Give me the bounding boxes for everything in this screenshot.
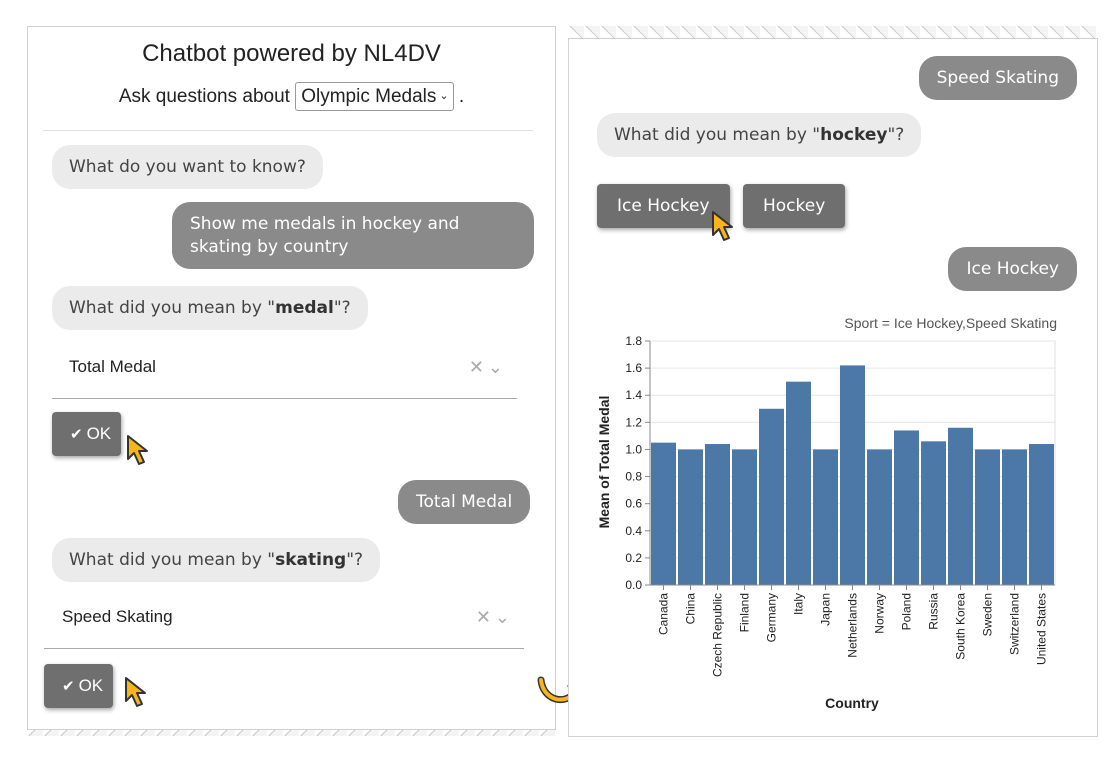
chevron-down-icon[interactable]: ⌄ — [494, 607, 514, 627]
dataset-prompt-period: . — [458, 86, 465, 107]
select-controls: ✕⌄ — [476, 607, 514, 628]
bot-message-medal-question: What did you mean by "medal"? — [52, 286, 368, 330]
bar-netherlands — [840, 365, 865, 585]
x-tick-label: South Korea — [954, 593, 968, 660]
question-text-end: "? — [887, 125, 905, 145]
bot-message-skating-question: What did you mean by "skating"? — [52, 538, 381, 582]
choice-ice-hockey-button[interactable]: Ice Hockey — [597, 184, 730, 228]
x-axis-title: Country — [825, 695, 879, 711]
user-message-query: Show me medals in hockey and skating by … — [172, 202, 534, 269]
x-tick-label: Poland — [900, 593, 914, 630]
y-tick-label: 1.2 — [625, 415, 642, 429]
clear-icon[interactable]: ✕ — [475, 607, 495, 627]
ok-button[interactable]: ✔ OK — [44, 664, 114, 708]
ok-button-label: OK — [78, 676, 104, 695]
x-tick-label: Italy — [792, 593, 806, 615]
dataset-select[interactable]: Olympic Medals ⌄ — [295, 82, 454, 111]
y-tick-label: 1.6 — [625, 361, 642, 375]
chat-panel-left: Chatbot powered by NL4DV Ask questions a… — [27, 26, 556, 730]
divider — [43, 130, 533, 131]
y-tick-label: 0.6 — [625, 497, 642, 511]
x-tick-label: Canada — [657, 593, 671, 635]
chevron-down-icon: ⌄ — [439, 90, 449, 102]
bar-italy — [786, 381, 811, 585]
bar-sweden — [975, 449, 1000, 585]
question-term: skating — [275, 550, 347, 570]
clear-icon[interactable]: ✕ — [468, 357, 488, 377]
y-axis-title: Mean of Total Medal — [596, 396, 612, 529]
y-tick-label: 0.4 — [625, 524, 642, 538]
x-tick-label: United States — [1035, 593, 1049, 665]
choice-hockey-button[interactable]: Hockey — [743, 184, 846, 228]
cursor-icon — [712, 211, 733, 241]
bar-russia — [921, 441, 946, 585]
bar-czech-republic — [705, 444, 730, 585]
question-text: What did you mean by " — [69, 550, 276, 570]
x-tick-label: China — [684, 593, 698, 625]
question-text: What did you mean by " — [614, 125, 821, 145]
cursor-icon — [127, 435, 148, 465]
question-term: hockey — [820, 125, 888, 145]
bar-norway — [867, 449, 892, 585]
ok-button-label: OK — [86, 424, 112, 443]
y-tick-label: 1.8 — [625, 334, 642, 348]
x-tick-label: Netherlands — [846, 593, 860, 658]
bot-message-greeting: What do you want to know? — [52, 145, 323, 189]
chat-panel-right: Speed Skating What did you mean by "hock… — [568, 38, 1098, 737]
y-tick-label: 0.0 — [625, 578, 642, 592]
chevron-down-icon[interactable]: ⌄ — [487, 357, 507, 377]
bar-japan — [813, 449, 838, 585]
x-tick-label: Norway — [873, 593, 887, 634]
y-tick-label: 0.2 — [625, 551, 642, 565]
medal-select-value: Total Medal — [69, 357, 156, 376]
x-tick-label: Japan — [819, 593, 833, 626]
dataset-select-value: Olympic Medals — [301, 86, 437, 107]
x-tick-label: Switzerland — [1008, 593, 1022, 655]
check-icon: ✔ — [70, 426, 83, 443]
x-tick-label: Finland — [738, 593, 752, 632]
question-text: What did you mean by " — [69, 298, 276, 318]
x-tick-label: Sweden — [981, 593, 995, 636]
user-message-hockey-reply: Ice Hockey — [948, 247, 1077, 291]
y-tick-label: 1.0 — [625, 442, 642, 456]
bar-germany — [759, 408, 784, 585]
y-tick-label: 1.4 — [625, 388, 642, 402]
y-tick-label: 0.8 — [625, 470, 642, 484]
ok-button[interactable]: ✔ OK — [52, 412, 122, 456]
check-icon: ✔ — [62, 678, 75, 695]
x-tick-label: Czech Republic — [711, 593, 725, 677]
user-message-medal-reply: Total Medal — [398, 480, 531, 524]
question-term: medal — [275, 298, 334, 318]
bar-south-korea — [948, 427, 973, 585]
bar-united-states — [1029, 444, 1054, 585]
bar-canada — [651, 442, 676, 585]
dataset-prompt: Ask questions about Olympic Medals ⌄ . — [28, 82, 555, 111]
x-tick-label: Russia — [927, 593, 941, 630]
skating-select-value: Speed Skating — [62, 607, 173, 626]
select-controls: ✕⌄ — [469, 357, 507, 378]
right-panel-torn-edge — [568, 26, 1098, 40]
bar-poland — [894, 430, 919, 585]
app-title: Chatbot powered by NL4DV — [142, 40, 441, 67]
question-text-end: "? — [333, 298, 351, 318]
bar-finland — [732, 449, 757, 585]
bar-switzerland — [1002, 449, 1027, 585]
bar-china — [678, 449, 703, 585]
user-message-skating-reply: Speed Skating — [918, 56, 1077, 100]
medal-select[interactable]: Total Medal ✕⌄ — [52, 347, 517, 399]
bot-message-hockey-question: What did you mean by "hockey"? — [597, 113, 922, 157]
question-text-end: "? — [346, 550, 364, 570]
cursor-icon — [125, 677, 146, 707]
skating-select[interactable]: Speed Skating ✕⌄ — [44, 597, 524, 649]
chart-title: Sport = Ice Hockey,Speed Skating — [844, 315, 1057, 331]
bar-chart: Sport = Ice Hockey,Speed Skating 0.0 0.2 0… — [596, 315, 1057, 711]
dataset-prompt-label: Ask questions about — [118, 86, 290, 107]
x-tick-label: Germany — [765, 593, 779, 642]
